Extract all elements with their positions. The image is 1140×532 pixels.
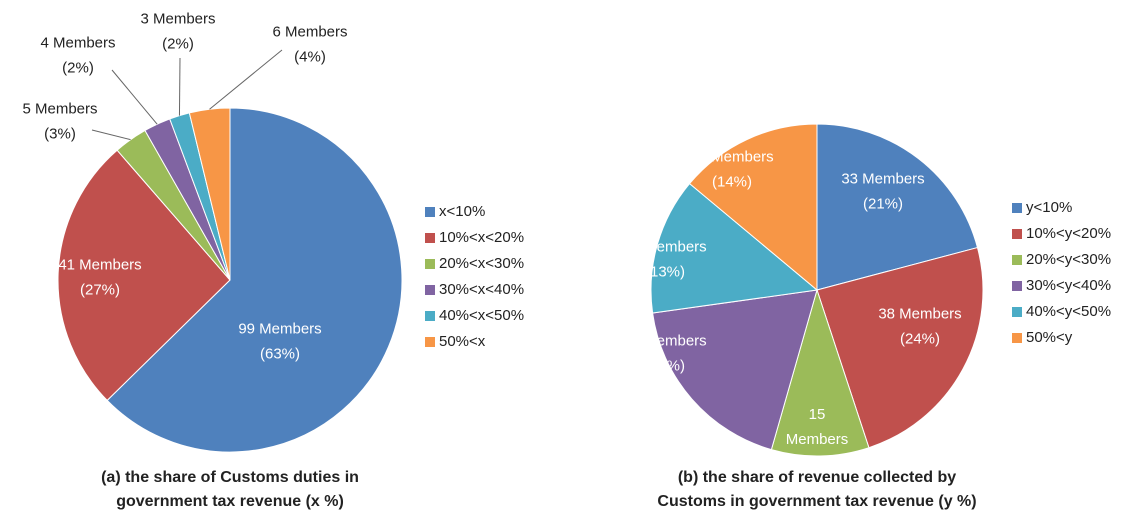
pie-slice xyxy=(652,289,818,451)
legend-swatch xyxy=(425,207,435,217)
data-label: 38 Members (24%) xyxy=(878,305,961,347)
legend-swatch xyxy=(1012,229,1022,239)
data-label: 3 Members (2%) xyxy=(140,10,215,52)
leader-line xyxy=(178,57,181,116)
leader-line xyxy=(111,69,158,125)
data-label: 5 Members (3%) xyxy=(22,100,97,142)
leader-line xyxy=(91,129,131,141)
data-label: 29 Members (18%) xyxy=(623,332,706,374)
legend-label: 30%<y<40% xyxy=(1026,277,1111,294)
data-label: 99 Members (63%) xyxy=(238,320,321,362)
pie-slice xyxy=(816,123,979,291)
legend-label: 30%<x<40% xyxy=(439,281,524,298)
legend-swatch xyxy=(1012,203,1022,213)
chart-title: (a) the share of Customs duties in govern… xyxy=(101,469,359,510)
legend-label: y<10% xyxy=(1026,199,1072,216)
chart-title: (b) the share of revenue collected by Cus… xyxy=(657,469,976,510)
legend-label: 10%<y<20% xyxy=(1026,225,1111,242)
pie-slice xyxy=(57,149,231,402)
pie-slice xyxy=(650,182,819,314)
pie-slice xyxy=(688,123,818,292)
legend-swatch xyxy=(425,285,435,295)
legend-label: 20%<y<30% xyxy=(1026,251,1111,268)
leader-line xyxy=(209,49,283,110)
pie-slice xyxy=(770,288,870,457)
legend-swatch xyxy=(1012,307,1022,317)
legend-swatch xyxy=(1012,255,1022,265)
data-label: 4 Members (2%) xyxy=(40,34,115,76)
legend-label: 40%<y<50% xyxy=(1026,303,1111,320)
legend-swatch xyxy=(425,233,435,243)
data-label: 22 Members (14%) xyxy=(690,148,773,190)
legend-swatch xyxy=(425,311,435,321)
legend-label: 50%<y xyxy=(1026,329,1073,346)
pie-slice xyxy=(106,107,403,453)
data-label: 21 Members (13%) xyxy=(623,238,706,280)
legend-swatch xyxy=(1012,281,1022,291)
legend-label: 40%<x<50% xyxy=(439,307,524,324)
data-label: 15 Members (9%) xyxy=(786,406,849,473)
legend-label: x<10% xyxy=(439,203,485,220)
legend-label: 50%<x xyxy=(439,333,486,350)
data-label: 6 Members (4%) xyxy=(272,23,347,65)
data-label: 33 Members (21%) xyxy=(841,170,924,212)
legend-swatch xyxy=(1012,333,1022,343)
data-label: 41 Members (27%) xyxy=(58,256,141,298)
legend-label: 10%<x<20% xyxy=(439,229,524,246)
legend-label: 20%<x<30% xyxy=(439,255,524,272)
pie-slice xyxy=(816,246,984,449)
legend-swatch xyxy=(425,337,435,347)
legend-swatch xyxy=(425,259,435,269)
